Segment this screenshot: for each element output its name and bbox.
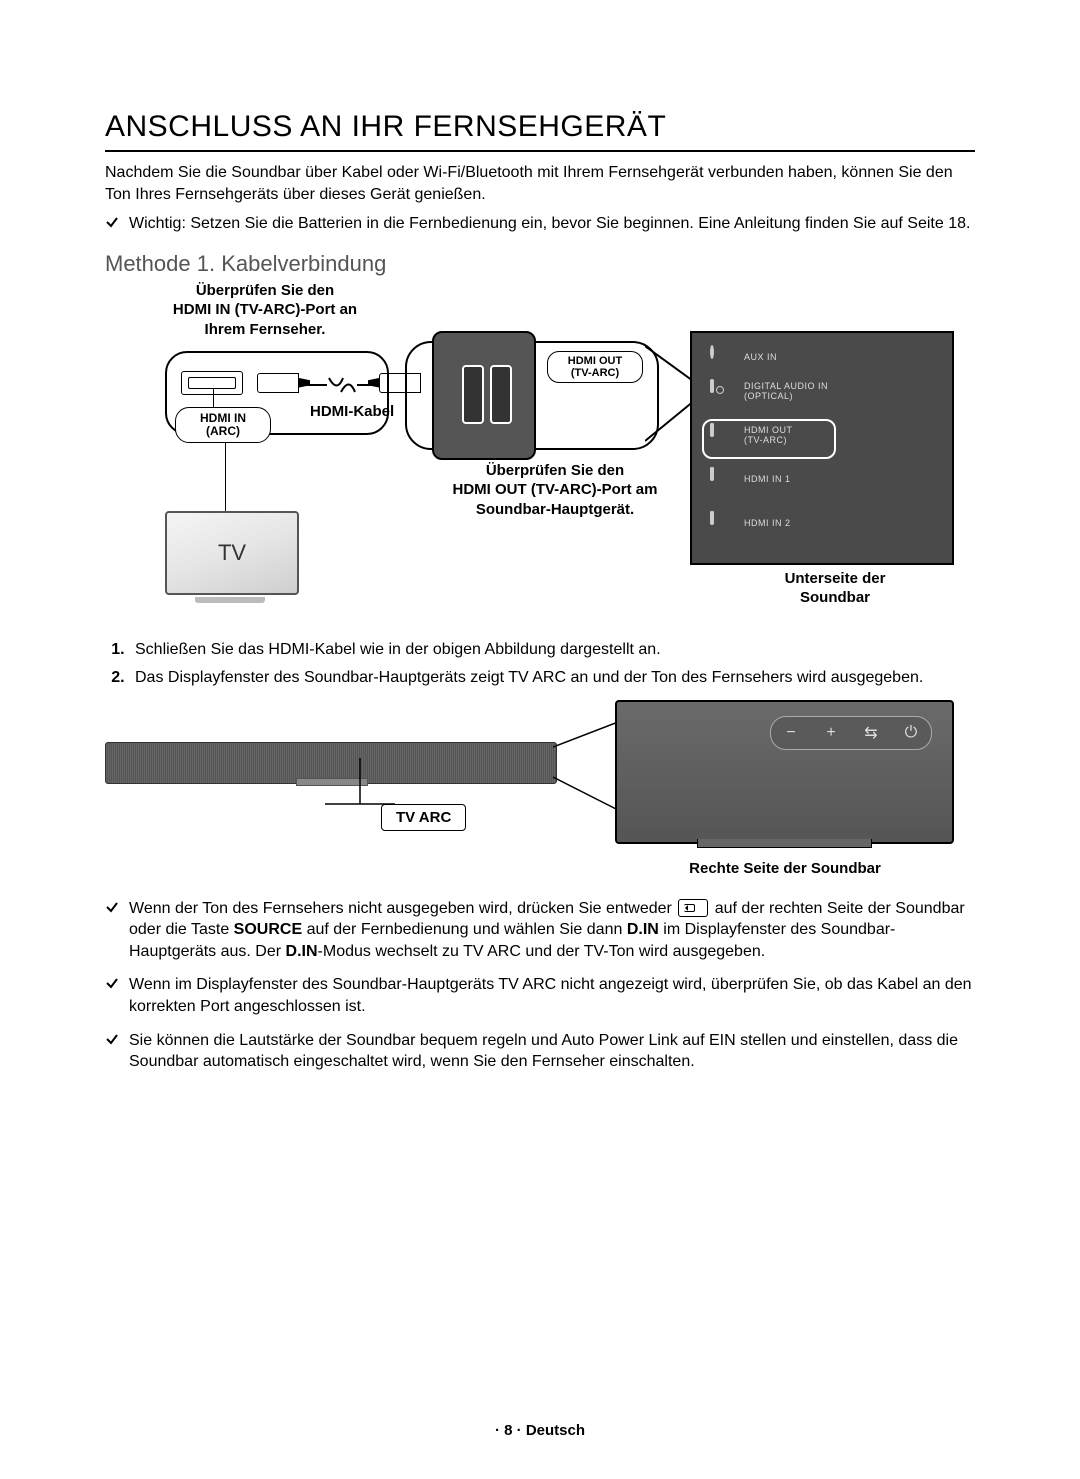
callout-lines bbox=[553, 722, 623, 812]
tips-list: Wenn der Ton des Fernsehers nicht ausgeg… bbox=[105, 898, 975, 1073]
right-side-label: Rechte Seite der Soundbar bbox=[645, 860, 925, 877]
tip-item: Wenn im Displayfenster des Soundbar-Haup… bbox=[105, 974, 975, 1017]
step-item: Schließen Sie das HDMI-Kabel wie in der … bbox=[129, 639, 975, 661]
label-line: Unterseite der bbox=[785, 570, 886, 587]
page-title: ANSCHLUSS AN IHR FERNSEHGERÄT bbox=[105, 110, 975, 152]
check-icon bbox=[105, 215, 123, 229]
label-line: Ihrem Fernseher. bbox=[205, 321, 326, 338]
cable-icon bbox=[307, 375, 377, 395]
hdmi-out-balloon: HDMI OUT (TV-ARC) bbox=[547, 351, 643, 383]
port-optical: DIGITAL AUDIO IN (OPTICAL) bbox=[710, 381, 828, 401]
text-bold: D.IN bbox=[627, 921, 659, 938]
text-bold: D.IN bbox=[286, 943, 318, 960]
hdmi-slot-icon bbox=[462, 365, 484, 424]
port-aux: AUX IN bbox=[710, 347, 777, 367]
method-heading: Methode 1. Kabelverbindung bbox=[105, 251, 975, 277]
soundbar-port-panel bbox=[432, 331, 536, 460]
soundbar-port-callout: HDMI OUT (TV-ARC) bbox=[405, 341, 659, 450]
underside-label: Unterseite der Soundbar bbox=[735, 569, 935, 608]
text-bold: SOURCE bbox=[234, 921, 302, 938]
important-text: Wichtig: Setzen Sie die Batterien in die… bbox=[129, 213, 970, 235]
pointer-line bbox=[213, 389, 214, 407]
label-line: (OPTICAL) bbox=[744, 391, 793, 401]
label-line: Soundbar bbox=[800, 589, 870, 606]
soundbar-underside-panel: AUX IN DIGITAL AUDIO IN (OPTICAL) HDMI O… bbox=[690, 331, 954, 565]
step-item: Das Displayfenster des Soundbar-Hauptger… bbox=[129, 667, 975, 689]
tv-screen: TV bbox=[165, 511, 299, 595]
hdmi-in-balloon: HDMI IN (ARC) bbox=[175, 407, 271, 443]
volume-down-icon: − bbox=[780, 722, 802, 744]
hdmi-out-highlight bbox=[702, 419, 836, 459]
port-label: HDMI IN 2 bbox=[744, 518, 791, 528]
label-line: HDMI OUT (TV-ARC)-Port am bbox=[453, 481, 658, 498]
intro-paragraph: Nachdem Sie die Soundbar über Kabel oder… bbox=[105, 162, 975, 205]
hdmi-jack-icon bbox=[710, 469, 730, 489]
check-icon bbox=[105, 1032, 123, 1046]
tip-item: Wenn der Ton des Fernsehers nicht ausgeg… bbox=[105, 898, 975, 963]
tip-item: Sie können die Lautstärke der Soundbar b… bbox=[105, 1030, 975, 1073]
label-line: (TV-ARC) bbox=[571, 367, 619, 379]
tip-text: Wenn im Displayfenster des Soundbar-Haup… bbox=[129, 974, 975, 1017]
hdmi-jack-icon bbox=[710, 513, 730, 533]
pointer-line bbox=[225, 443, 226, 511]
page-footer: · 8 · Deutsch bbox=[0, 1422, 1080, 1439]
soundbar-side-panel: − + ⇆ ⏻ bbox=[615, 700, 954, 844]
hdmi-port-icon bbox=[181, 371, 243, 395]
source-icon: ⇆ bbox=[860, 722, 882, 744]
diagram-cable-connection: Überprüfen Sie den HDMI IN (TV-ARC)-Port… bbox=[105, 281, 975, 621]
hdmi-slot-icon bbox=[490, 365, 512, 424]
hdmi-cable-label: HDMI-Kabel bbox=[310, 403, 394, 420]
port-hdmi-in1: HDMI IN 1 bbox=[710, 469, 791, 489]
port-label: HDMI IN 1 bbox=[744, 474, 791, 484]
port-label: AUX IN bbox=[744, 352, 777, 362]
label-line: Soundbar-Hauptgerät. bbox=[476, 501, 634, 518]
text-span: Wenn der Ton des Fernsehers nicht ausgeg… bbox=[129, 900, 676, 917]
button-panel: − + ⇆ ⏻ bbox=[770, 716, 932, 750]
tv-arc-display: TV ARC bbox=[381, 804, 466, 831]
port-label: DIGITAL AUDIO IN (OPTICAL) bbox=[744, 381, 828, 401]
check-icon bbox=[105, 900, 123, 914]
label-line: DIGITAL AUDIO IN bbox=[744, 381, 828, 391]
label-line: HDMI OUT bbox=[568, 355, 622, 367]
tv-stand bbox=[195, 597, 265, 603]
tip-text: Sie können die Lautstärke der Soundbar b… bbox=[129, 1030, 975, 1073]
tip-text: Wenn der Ton des Fernsehers nicht ausgeg… bbox=[129, 898, 975, 963]
pointer-line bbox=[325, 758, 395, 808]
label-line: Überprüfen Sie den bbox=[196, 282, 334, 299]
label-line: (ARC) bbox=[206, 424, 240, 438]
text-span: auf der Fernbedienung und wählen Sie dan… bbox=[302, 921, 627, 938]
soundbar-port-label: Überprüfen Sie den HDMI OUT (TV-ARC)-Por… bbox=[435, 461, 675, 520]
source-button-icon bbox=[678, 899, 708, 917]
soundbar-foot bbox=[697, 839, 872, 848]
volume-up-icon: + bbox=[820, 722, 842, 744]
text-span: -Modus wechselt zu TV ARC und der TV-Ton… bbox=[318, 943, 766, 960]
label-line: HDMI IN (TV-ARC)-Port an bbox=[173, 301, 357, 318]
hdmi-plug-icon bbox=[257, 373, 299, 393]
important-note: Wichtig: Setzen Sie die Batterien in die… bbox=[105, 213, 975, 235]
diagram-soundbar-display: TV ARC − + ⇆ ⏻ Rechte Seite der Soundbar bbox=[105, 700, 975, 880]
aux-jack-icon bbox=[710, 347, 730, 367]
optical-jack-icon bbox=[710, 381, 730, 401]
tv-icon: TV bbox=[165, 511, 295, 601]
label-line: Überprüfen Sie den bbox=[486, 462, 624, 479]
label-line: HDMI IN bbox=[200, 411, 246, 425]
port-hdmi-in2: HDMI IN 2 bbox=[710, 513, 791, 533]
steps-list: Schließen Sie das HDMI-Kabel wie in der … bbox=[105, 639, 975, 690]
tv-port-label: Überprüfen Sie den HDMI IN (TV-ARC)-Port… bbox=[135, 281, 395, 340]
check-icon bbox=[105, 976, 123, 990]
power-icon: ⏻ bbox=[900, 722, 922, 744]
